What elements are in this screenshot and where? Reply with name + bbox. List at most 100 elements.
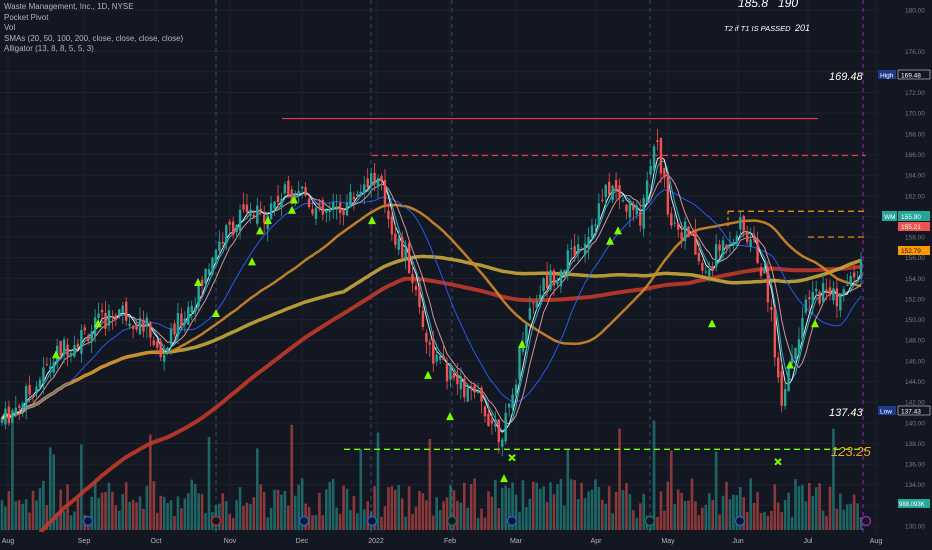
candle-body	[369, 173, 373, 187]
chart-legend: Waste Management, Inc., 1D, NYSE Pocket …	[4, 2, 183, 55]
volume-bar	[28, 512, 31, 530]
volume-bar	[514, 494, 518, 530]
volume-bar	[42, 480, 45, 530]
volume-bar	[4, 506, 7, 530]
session-separators	[215, 0, 864, 532]
volume-bar	[704, 504, 708, 530]
candle-body	[373, 172, 376, 182]
pocket-pivot-signals	[52, 195, 872, 527]
candle-body	[801, 318, 804, 340]
candle-body	[652, 146, 656, 171]
candle-body	[321, 200, 325, 215]
candle-body	[100, 309, 104, 313]
symbol-tag-label: WM	[884, 214, 896, 221]
volume-bar	[759, 513, 763, 530]
ma-price-tag	[898, 222, 930, 231]
candle-body	[18, 405, 21, 408]
candle-body	[363, 184, 366, 194]
candle-body	[28, 384, 31, 395]
volume-bar	[507, 488, 511, 530]
candle-body	[387, 210, 390, 219]
volume-bar	[776, 502, 780, 530]
volume-bar	[752, 502, 756, 530]
volume-bar	[635, 517, 639, 530]
candle-body	[14, 407, 17, 416]
candle-body	[828, 287, 832, 296]
candle-body	[452, 372, 456, 378]
volume-bar	[69, 515, 73, 530]
price-tick-label: 158.00	[905, 235, 925, 242]
candle-body	[480, 387, 483, 402]
candlesticks	[0, 129, 863, 457]
candle-body	[490, 420, 494, 424]
volume-bar	[152, 481, 156, 530]
volume-bar	[197, 493, 200, 530]
candle-body	[583, 243, 587, 255]
price-tick-label: 152.00	[905, 296, 925, 303]
candle-body	[280, 198, 283, 207]
t2-value: 201	[794, 23, 810, 33]
price-tick-label: 148.00	[905, 338, 925, 345]
volume-bar	[845, 504, 849, 530]
price-axis[interactable]: 180.00176.00174.00172.00170.00168.00166.…	[878, 0, 932, 532]
candle-body	[528, 308, 532, 320]
candle-body	[818, 291, 821, 304]
high-tag-bg	[878, 70, 896, 79]
legend-indicator-smas[interactable]: SMAs (20, 50, 100, 200, close, close, cl…	[4, 33, 184, 43]
volume-bar	[104, 491, 107, 530]
volume-value: 988.093K	[899, 502, 925, 508]
volume-bar	[173, 515, 176, 530]
volume-bar	[632, 510, 635, 530]
candle-body	[670, 213, 673, 226]
volume-bar	[380, 517, 383, 530]
candle-body	[835, 288, 839, 307]
candle-body	[770, 306, 773, 310]
candle-body	[456, 375, 459, 385]
candle-body	[104, 312, 107, 329]
legend-indicator-alligator[interactable]: Alligator (13, 8, 8, 5, 5, 3)	[4, 44, 94, 53]
volume-bar	[773, 484, 777, 530]
pocket-pivot-triangle	[811, 319, 819, 328]
volume-bar	[300, 478, 304, 530]
volume-bar	[373, 486, 376, 530]
candle-body	[273, 201, 276, 209]
candle-body	[42, 367, 45, 383]
volume-bar	[511, 482, 514, 530]
candle-body	[62, 339, 66, 354]
volume-bar	[728, 499, 732, 530]
legend-indicator-pocket-pivot[interactable]: Pocket Pivot	[4, 12, 49, 22]
volume-bar	[38, 488, 42, 530]
volume-bar	[411, 514, 414, 530]
candle-body	[325, 210, 328, 213]
volume-bar	[428, 438, 432, 530]
volume-bar	[76, 498, 80, 530]
candle-body	[525, 323, 528, 345]
volume-bar	[394, 489, 397, 530]
volume-bar	[576, 499, 580, 530]
candle-body	[621, 199, 625, 202]
volume-bar	[397, 485, 401, 530]
candle-body	[52, 362, 55, 373]
volume-bar	[808, 483, 811, 530]
candle-body	[594, 224, 597, 226]
volume-bar	[663, 510, 666, 530]
candle-body	[283, 184, 287, 194]
candle-body	[156, 341, 159, 348]
candle-body	[494, 423, 497, 427]
volume-bar	[532, 481, 535, 530]
time-tick-label: Aug	[2, 538, 15, 545]
candle-body	[256, 205, 259, 224]
candle-body	[466, 388, 469, 402]
candle-body	[152, 340, 155, 346]
volume-bar	[590, 489, 594, 530]
candle-body	[7, 406, 11, 424]
time-axis[interactable]: Aug Sep Oct Nov Dec 2022 Feb Mar Apr May Jun Jul Aug	[0, 532, 932, 550]
ma2-price-value: 152.79	[901, 248, 921, 255]
candle-body	[214, 250, 218, 263]
candle-body	[535, 301, 538, 308]
volume-bar	[504, 485, 507, 530]
candle-body	[514, 384, 518, 397]
candle-body	[756, 238, 759, 264]
legend-indicator-volume[interactable]: Vol	[4, 23, 16, 32]
